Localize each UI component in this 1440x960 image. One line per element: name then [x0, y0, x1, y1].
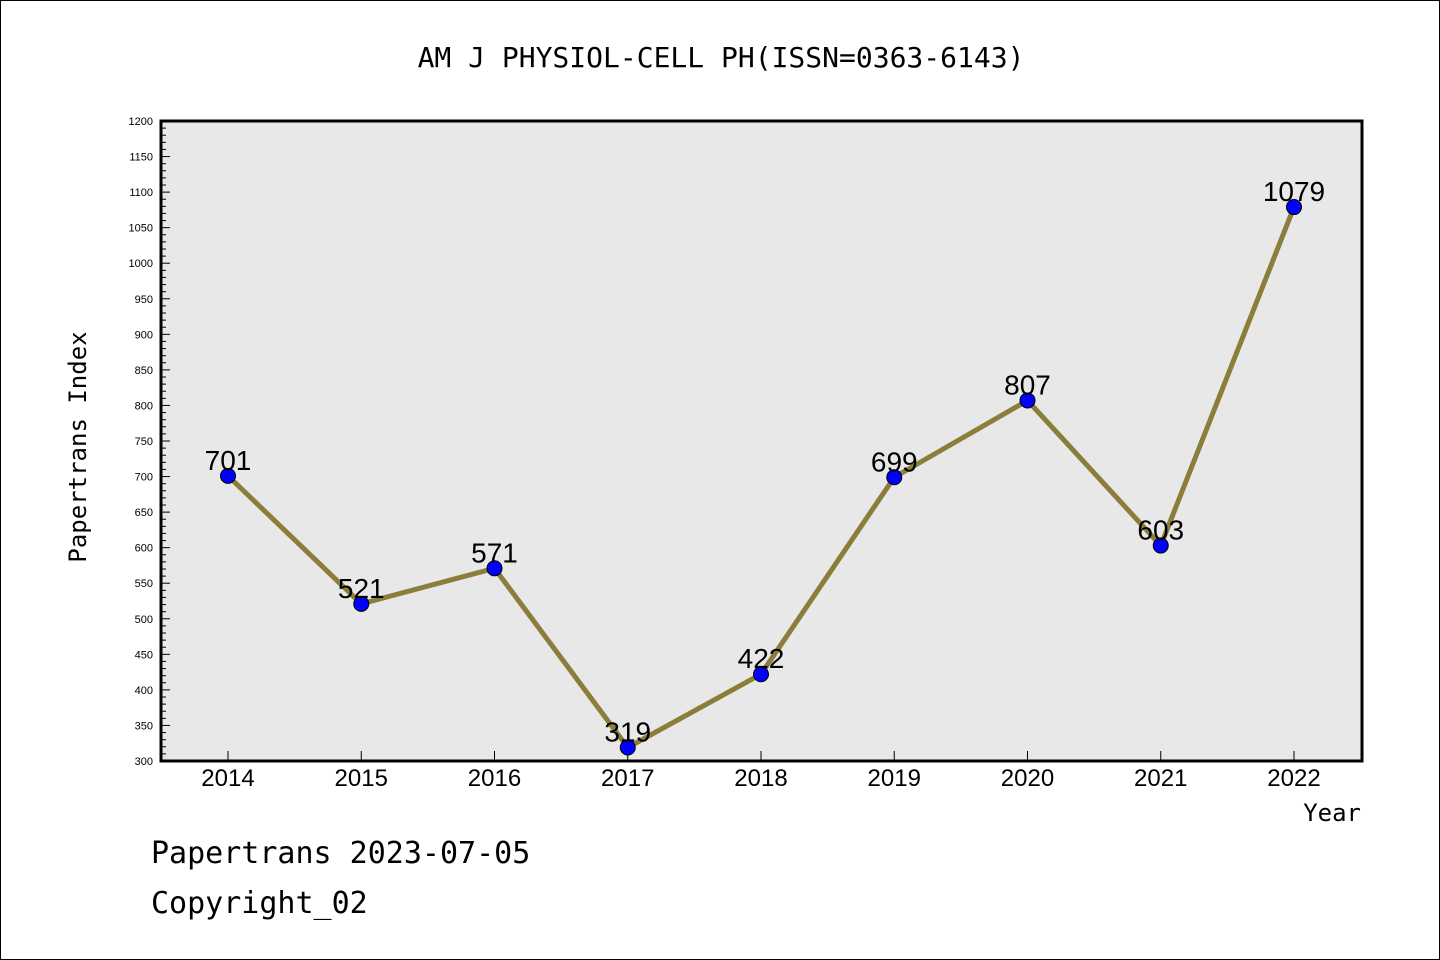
- data-point-2022: [1286, 199, 1302, 216]
- y-tick-label: 1050: [129, 223, 153, 235]
- y-tick-label: 700: [135, 472, 153, 484]
- y-tick-label: 500: [135, 614, 153, 626]
- y-tick-label: 400: [135, 685, 153, 697]
- data-point-2020: [1019, 392, 1036, 409]
- data-label-2015: 521: [338, 573, 385, 604]
- x-tick-label: 2018: [734, 765, 787, 792]
- data-label-2018: 422: [738, 643, 785, 674]
- data-point-2017: [619, 739, 636, 756]
- y-tick-label: 950: [135, 294, 153, 306]
- y-axis-label: Papertrans Index: [64, 331, 92, 562]
- y-tick-label: 800: [135, 400, 153, 412]
- data-point-2018: [753, 666, 769, 683]
- plot-area: [159, 119, 1364, 763]
- data-label-2017: 319: [604, 716, 651, 747]
- chart-title: AM J PHYSIOL-CELL PH(ISSN=0363-6143): [418, 41, 1025, 74]
- y-tick-label: 750: [135, 436, 153, 448]
- footer-copyright: Copyright_02: [151, 886, 368, 921]
- y-tick-label: 600: [135, 543, 153, 555]
- x-axis-label: Year: [1303, 799, 1361, 827]
- data-label-2014: 701: [205, 445, 252, 476]
- y-tick-label: 550: [135, 578, 153, 590]
- x-tick-label: 2021: [1134, 765, 1187, 792]
- y-tick-label: 850: [135, 365, 153, 377]
- y-tick-label: 650: [135, 507, 153, 519]
- y-tick-label: 450: [135, 649, 153, 661]
- data-point-2016: [486, 560, 503, 577]
- x-tick-label: 2022: [1267, 765, 1320, 792]
- data-point-2021: [1152, 537, 1169, 554]
- data-point-2019: [886, 469, 903, 486]
- y-tick-label: 350: [135, 720, 153, 732]
- x-tick-label: 2015: [335, 765, 388, 792]
- x-tick-label: 2019: [868, 765, 921, 792]
- data-label-2016: 571: [471, 537, 518, 568]
- data-label-2020: 807: [1004, 369, 1051, 400]
- data-label-2022: 1079: [1263, 176, 1325, 207]
- y-tick-label: 300: [135, 756, 153, 768]
- data-label-2021: 603: [1137, 515, 1184, 546]
- y-tick-label: 1150: [129, 152, 153, 164]
- data-label-2019: 699: [871, 446, 918, 477]
- data-point-2015: [353, 595, 370, 612]
- y-tick-label: 1000: [129, 258, 153, 270]
- y-tick-label: 1200: [129, 116, 153, 128]
- x-tick-label: 2017: [601, 765, 654, 792]
- y-tick-label: 1100: [129, 187, 153, 199]
- footer-date: Papertrans 2023-07-05: [151, 836, 531, 871]
- x-tick-label: 2020: [1001, 765, 1054, 792]
- data-point-2014: [220, 467, 236, 484]
- x-tick-label: 2014: [201, 765, 254, 792]
- x-tick-label: 2016: [468, 765, 521, 792]
- y-tick-label: 900: [135, 329, 153, 341]
